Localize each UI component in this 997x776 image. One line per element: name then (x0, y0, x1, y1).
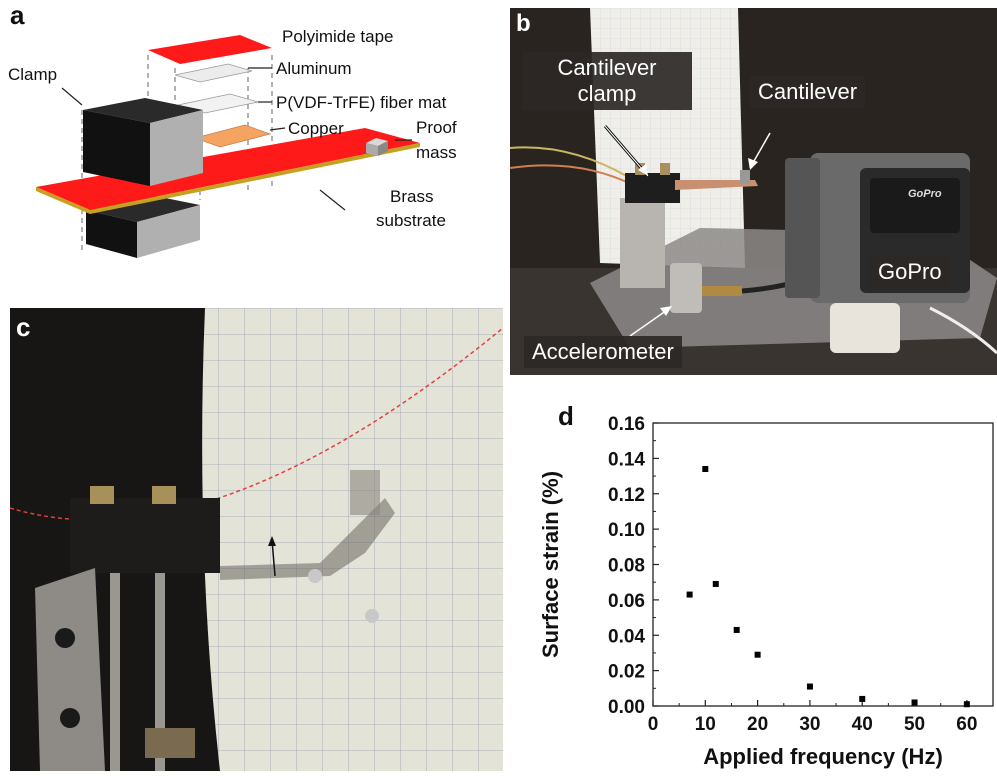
accelerometer-label: Accelerometer (524, 336, 682, 368)
data-points (686, 465, 970, 708)
cantilever-clamp-label-2: clamp (577, 81, 637, 106)
cantilever-clamp-callout: Cantilever clamp (522, 52, 692, 110)
x-tick-label: 30 (799, 714, 820, 735)
polyimide-tape-layer (148, 35, 272, 64)
gopro-label: GoPro (870, 256, 950, 288)
panel-b-photo: b Cantilever clamp Cantilever GoPro GoPr… (510, 8, 997, 375)
deflection-arc (10, 327, 503, 521)
data-point (911, 699, 918, 706)
panel-d-chart: d 0.00 0.02 0.04 0.06 0.08 0.10 0.12 0.14 0.16 0… (520, 395, 997, 776)
x-tick-label: 0 (648, 714, 659, 735)
strain-frequency-chart: d 0.00 0.02 0.04 0.06 0.08 0.10 0.12 0.14 0.16 0… (538, 401, 994, 769)
data-point (702, 465, 709, 472)
data-point (712, 580, 719, 587)
clamp-label: Clamp (8, 65, 57, 84)
panel-c-photo: c (10, 308, 503, 771)
cantilever-schematic: a Clamp Polyimide tape Aluminum P(VDF-Tr… (8, 0, 457, 258)
y-tick-label: 0.00 (608, 697, 645, 718)
leader-lines (61, 67, 412, 211)
chart-axes (652, 422, 994, 707)
gopro-brand-mark: GoPro (908, 188, 942, 200)
x-tick-label: 10 (695, 714, 716, 735)
y-tick-label: 0.12 (608, 485, 645, 506)
panel-b-label: b (516, 10, 531, 37)
fiber-mat-label: P(VDF-TrFE) fiber mat (276, 93, 447, 112)
y-tick-label: 0.08 (608, 556, 645, 577)
cantilever-motion (220, 498, 395, 580)
data-point (733, 626, 740, 633)
y-tick-label: 0.14 (608, 449, 645, 470)
x-tick-label: 50 (904, 714, 925, 735)
brass-substrate (36, 128, 420, 214)
aluminum-layer (174, 63, 253, 83)
aluminum-label: Aluminum (276, 59, 352, 78)
copper-layer (193, 124, 272, 148)
plot-frame (652, 422, 994, 707)
data-point (754, 651, 761, 658)
top-clamp (83, 98, 203, 186)
proof-mass-label-2: mass (416, 143, 457, 162)
y-tick-labels: 0.00 0.02 0.04 0.06 0.08 0.10 0.12 0.14 0.16 (608, 414, 645, 718)
clamp-stand (620, 198, 665, 288)
data-point (686, 591, 693, 598)
cantilever-beam (675, 180, 758, 190)
data-point (859, 695, 866, 702)
x-tick-labels: 0 10 20 30 40 50 60 (648, 714, 978, 735)
y-axis-label: Surface strain (%) (538, 471, 563, 658)
y-tick-label: 0.02 (608, 662, 645, 683)
copper-label: Copper (288, 119, 344, 138)
panel-a-label: a (10, 0, 25, 30)
y-tick-label: 0.16 (608, 414, 645, 435)
proof-mass-label-1: Proof (416, 118, 457, 137)
panel-d-label: d (558, 401, 574, 431)
panel-c-label: c (16, 312, 31, 342)
data-point (963, 701, 970, 708)
accelerometer-body (670, 263, 702, 313)
cantilever-label: Cantilever (750, 76, 866, 108)
clamp-bracket (35, 568, 105, 771)
bottom-clamp (86, 195, 200, 258)
y-tick-label: 0.04 (608, 626, 645, 647)
y-tick-label: 0.06 (608, 591, 645, 612)
x-tick-label: 20 (747, 714, 768, 735)
clamp-block (70, 498, 220, 573)
data-point (806, 683, 813, 690)
panel-a-schematic: a Clamp Polyimide tape Aluminum P(VDF-Tr… (0, 0, 505, 300)
deflection-photo-illustration (10, 308, 503, 771)
brass-label-1: Brass (390, 187, 433, 206)
x-tick-label: 40 (852, 714, 873, 735)
y-tick-label: 0.10 (608, 520, 645, 541)
polyimide-label: Polyimide tape (282, 27, 394, 46)
x-axis-label: Applied frequency (Hz) (703, 744, 943, 769)
brass-label-2: substrate (376, 211, 446, 230)
proof-mass-block (366, 138, 388, 156)
x-tick-label: 60 (956, 714, 977, 735)
cantilever-clamp-label-1: Cantilever (557, 55, 657, 80)
